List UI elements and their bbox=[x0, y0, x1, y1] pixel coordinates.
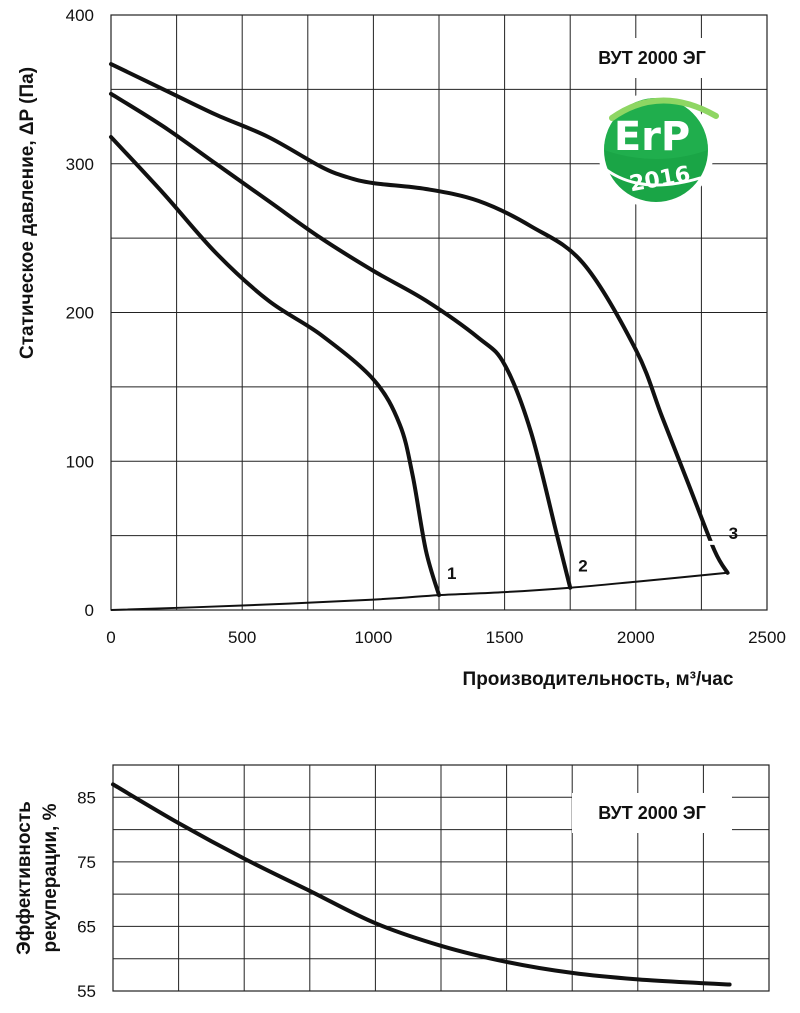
curve-label-2: 2 bbox=[578, 557, 587, 576]
curve-label-1: 1 bbox=[447, 564, 456, 583]
pressure-x-tick-label: 1500 bbox=[486, 628, 524, 647]
pressure-y-tick-label: 400 bbox=[66, 6, 94, 25]
erp-badge-swoosh bbox=[609, 97, 719, 121]
system-resistance-curve bbox=[110, 571, 728, 611]
efficiency-y-tick-label: 55 bbox=[77, 982, 96, 1001]
fan-curve-3 bbox=[109, 62, 730, 575]
pressure-x-tick-label: 2000 bbox=[617, 628, 655, 647]
pressure-x-tick-label: 2500 bbox=[748, 628, 786, 647]
pressure-chart: 0 100 200 300 400 0 500 1000 1500 2000 2500 1 2 3 В… bbox=[17, 6, 786, 690]
pressure-curve-labels: 1 2 3 bbox=[447, 524, 762, 583]
pressure-x-ticks: 0 500 1000 1500 2000 2500 bbox=[106, 628, 786, 647]
efficiency-y-tick-label: 75 bbox=[77, 853, 96, 872]
erp-2016-badge: ErP 2016 bbox=[598, 92, 719, 208]
efficiency-chart: 55 65 75 85 ВУТ 2000 ЭГ Эффективность рекуп… bbox=[14, 764, 770, 1001]
pressure-y-axis-title: Статическое давление, ΔP (Па) bbox=[17, 67, 38, 359]
efficiency-chart-grid bbox=[113, 765, 769, 991]
pressure-y-ticks: 0 100 200 300 400 bbox=[66, 6, 94, 620]
erp-badge-highlight bbox=[604, 98, 708, 159]
pressure-y-tick-label: 200 bbox=[66, 304, 94, 323]
pressure-x-tick-label: 1000 bbox=[354, 628, 392, 647]
efficiency-curve bbox=[111, 782, 732, 987]
efficiency-y-axis-title-line1: Эффективность bbox=[14, 801, 35, 955]
pressure-model-box bbox=[571, 38, 734, 78]
pressure-chart-grid bbox=[111, 15, 767, 610]
fan-curve-2 bbox=[109, 91, 573, 590]
pressure-y-tick-label: 100 bbox=[66, 452, 94, 471]
pressure-model-label: ВУТ 2000 ЭГ bbox=[598, 48, 706, 68]
efficiency-chart-frame bbox=[112, 764, 770, 992]
efficiency-curves bbox=[111, 782, 732, 987]
efficiency-y-axis-title-line2: рекуперации, % bbox=[40, 803, 61, 952]
erp-badge-leaf-line bbox=[602, 166, 702, 187]
pressure-y-tick-label: 0 bbox=[85, 601, 94, 620]
efficiency-y-ticks: 55 65 75 85 bbox=[77, 788, 96, 1001]
erp-badge-text: ErP bbox=[614, 114, 690, 160]
pressure-curves bbox=[109, 62, 730, 611]
fan-curve-1 bbox=[109, 135, 441, 598]
efficiency-model-box bbox=[572, 793, 732, 833]
efficiency-model-label: ВУТ 2000 ЭГ bbox=[598, 803, 706, 823]
pressure-y-tick-label: 300 bbox=[66, 155, 94, 174]
efficiency-y-tick-label: 85 bbox=[77, 788, 96, 807]
efficiency-y-tick-label: 65 bbox=[77, 917, 96, 936]
pressure-x-axis-title: Производительность, м³/час bbox=[463, 669, 734, 690]
pressure-x-tick-label: 500 bbox=[228, 628, 256, 647]
pressure-chart-frame bbox=[110, 14, 768, 611]
pressure-x-tick-label: 0 bbox=[106, 628, 115, 647]
curve-label-3: 3 bbox=[729, 524, 738, 543]
